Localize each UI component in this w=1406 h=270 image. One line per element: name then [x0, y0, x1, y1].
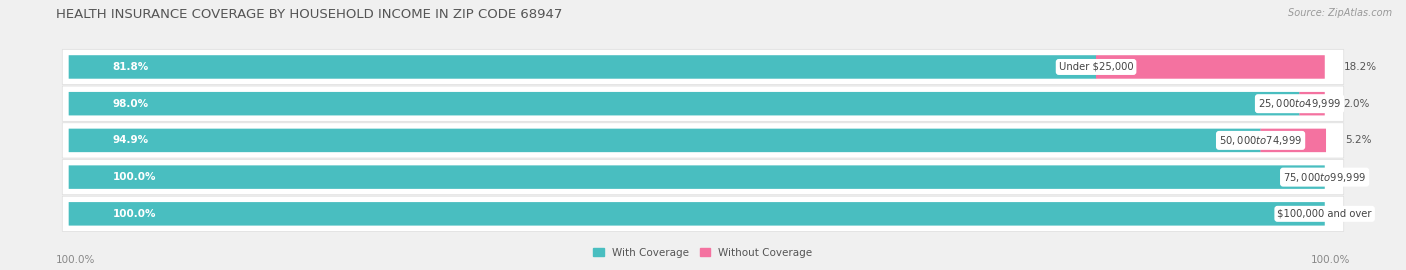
- FancyBboxPatch shape: [62, 123, 1344, 158]
- FancyBboxPatch shape: [62, 196, 1344, 231]
- Text: HEALTH INSURANCE COVERAGE BY HOUSEHOLD INCOME IN ZIP CODE 68947: HEALTH INSURANCE COVERAGE BY HOUSEHOLD I…: [56, 8, 562, 21]
- Text: $25,000 to $49,999: $25,000 to $49,999: [1258, 97, 1341, 110]
- FancyBboxPatch shape: [69, 202, 1324, 226]
- Text: 5.2%: 5.2%: [1344, 135, 1371, 146]
- FancyBboxPatch shape: [62, 49, 1344, 85]
- Text: $100,000 and over: $100,000 and over: [1278, 209, 1372, 219]
- FancyBboxPatch shape: [69, 129, 1261, 152]
- Text: 94.9%: 94.9%: [112, 135, 149, 146]
- FancyBboxPatch shape: [62, 160, 1344, 195]
- FancyBboxPatch shape: [1095, 55, 1324, 79]
- Text: 100.0%: 100.0%: [112, 209, 156, 219]
- FancyBboxPatch shape: [69, 165, 1324, 189]
- Text: 18.2%: 18.2%: [1344, 62, 1376, 72]
- FancyBboxPatch shape: [69, 92, 1299, 116]
- Text: 98.0%: 98.0%: [112, 99, 149, 109]
- Text: 100.0%: 100.0%: [112, 172, 156, 182]
- Text: 0.0%: 0.0%: [1344, 172, 1369, 182]
- FancyBboxPatch shape: [69, 55, 1097, 79]
- Text: 0.0%: 0.0%: [1344, 209, 1369, 219]
- Text: 81.8%: 81.8%: [112, 62, 149, 72]
- Text: $75,000 to $99,999: $75,000 to $99,999: [1284, 171, 1367, 184]
- FancyBboxPatch shape: [1260, 129, 1326, 152]
- Text: Under $25,000: Under $25,000: [1059, 62, 1133, 72]
- Text: Source: ZipAtlas.com: Source: ZipAtlas.com: [1288, 8, 1392, 18]
- Text: 2.0%: 2.0%: [1344, 99, 1369, 109]
- Text: $50,000 to $74,999: $50,000 to $74,999: [1219, 134, 1302, 147]
- FancyBboxPatch shape: [1299, 92, 1324, 116]
- Text: 100.0%: 100.0%: [1310, 255, 1350, 265]
- Text: 100.0%: 100.0%: [56, 255, 96, 265]
- FancyBboxPatch shape: [62, 86, 1344, 121]
- Legend: With Coverage, Without Coverage: With Coverage, Without Coverage: [589, 244, 817, 262]
